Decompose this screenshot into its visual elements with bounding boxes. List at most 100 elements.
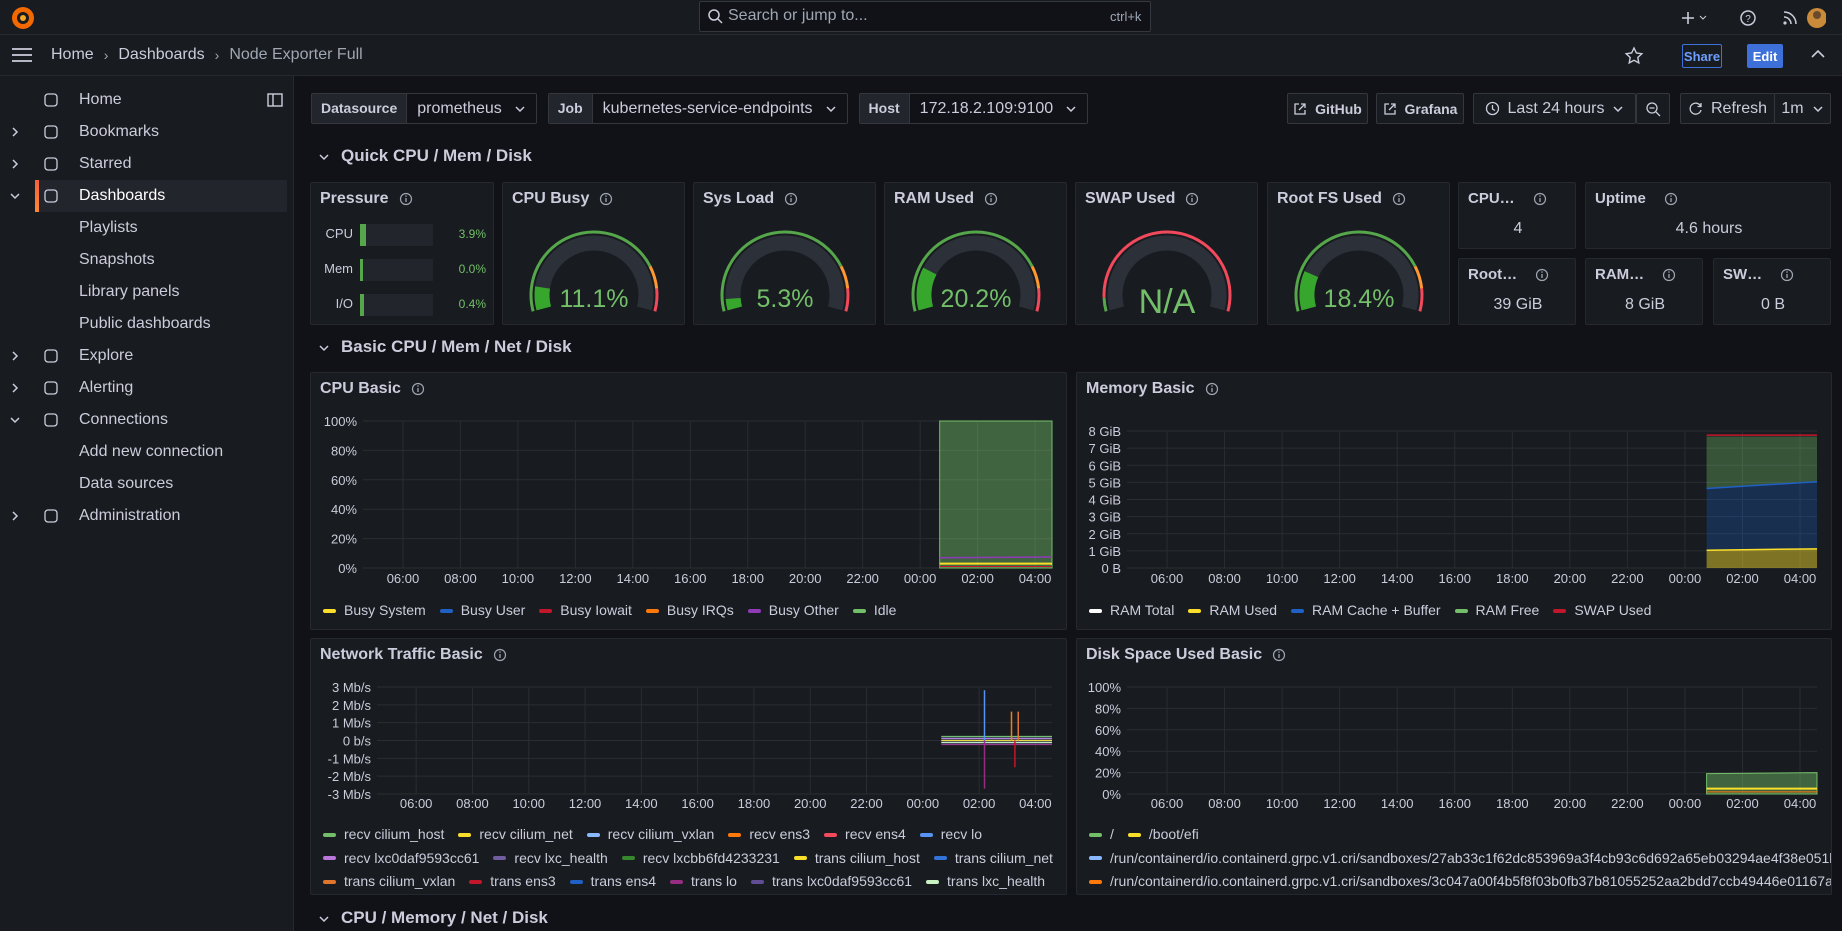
nav-item[interactable]: Starred [79, 155, 132, 172]
legend-item[interactable]: /run/containerd/io.containerd.grpc.v1.cr… [1089, 847, 1831, 871]
legend-item[interactable]: recv cilium_net [458, 823, 573, 847]
topbar-icons[interactable]: ? [1676, 7, 1826, 29]
info-icon [785, 192, 798, 206]
nav-item[interactable]: Alerting [79, 379, 134, 396]
info-ring [399, 192, 412, 206]
variable-value[interactable]: kubernetes-service-endpoints [592, 94, 847, 123]
nav-item[interactable]: Administration [79, 507, 181, 524]
legend-item[interactable]: Idle [852, 599, 896, 623]
share-button[interactable]: Share [1682, 44, 1722, 68]
legend-item[interactable]: trans lo [670, 870, 737, 894]
legend-swatch [824, 832, 838, 837]
variable-value[interactable]: prometheus [407, 94, 536, 123]
legend-item[interactable]: trans ens3 [469, 870, 556, 894]
legend-label: trans ens4 [590, 873, 657, 889]
legend-item[interactable]: Busy Other [747, 599, 839, 623]
nav-subitem[interactable]: Public dashboards [79, 315, 211, 332]
nav-item[interactable]: Bookmarks [79, 123, 160, 140]
panel-title-text: CPU Busy [512, 190, 590, 207]
legend-item[interactable]: SWAP Used [1553, 599, 1651, 623]
legend-item[interactable]: Busy Iowait [539, 599, 632, 623]
x-tick-label: 16:00 [681, 796, 714, 811]
info-icon [1205, 382, 1218, 396]
variable-value-text: prometheus [417, 99, 502, 117]
legend-label: RAM Cache + Buffer [1312, 602, 1441, 618]
legend-item[interactable]: /run/containerd/io.containerd.grpc.v1.cr… [1089, 870, 1831, 894]
variable-value[interactable]: 172.18.2.109:9100 [909, 94, 1088, 123]
legend-item[interactable]: recv cilium_vxlan [586, 823, 714, 847]
panel-title-text: RAM… [1595, 266, 1645, 283]
legend-item[interactable]: RAM Cache + Buffer [1291, 599, 1441, 623]
info-dot [498, 651, 501, 653]
legend-item[interactable]: Busy IRQs [645, 599, 734, 623]
breadcrumb[interactable]: Home [51, 46, 94, 63]
legend-item[interactable]: Busy User [439, 599, 525, 623]
nav-subitem[interactable]: Data sources [79, 475, 174, 492]
edit-button[interactable]: Edit [1747, 44, 1783, 68]
gauge-track [534, 235, 654, 311]
info-dot [1398, 195, 1400, 197]
legend-item[interactable]: trans lxc0daf9593cc61 [750, 870, 912, 894]
nav-subitem[interactable]: Playlists [79, 219, 138, 236]
legend-item[interactable]: / [1089, 823, 1114, 847]
legend-swatch [323, 879, 336, 884]
x-tick-label: 18:00 [731, 571, 764, 586]
nav-item[interactable]: Connections [79, 411, 168, 428]
legend-item[interactable]: recv lxc0daf9593cc61 [323, 847, 479, 871]
nav-item[interactable]: Explore [79, 347, 134, 364]
zoom-out[interactable] [1636, 93, 1670, 124]
legend-swatch [747, 608, 761, 613]
panel-title: Root… [1468, 266, 1549, 283]
grafana-logo[interactable] [10, 5, 36, 31]
menu-toggle[interactable] [11, 47, 33, 63]
legend-item[interactable]: /boot/efi [1127, 823, 1199, 847]
legend-item[interactable]: trans cilium_host [793, 847, 920, 871]
legend-swatch [323, 608, 336, 613]
legend-item[interactable]: Busy System [323, 599, 426, 623]
legend-item[interactable]: recv cilium_host [323, 823, 444, 847]
panel-title: Network Traffic Basic [320, 646, 507, 664]
stat-value: 0 B [1760, 296, 1785, 313]
x-tick-label: 00:00 [907, 796, 940, 811]
collapse-button[interactable] [1810, 48, 1826, 60]
legend-item[interactable]: trans lxc_health [926, 870, 1045, 894]
legend-item[interactable]: RAM Used [1188, 599, 1277, 623]
zoom [1646, 101, 1658, 114]
legend-item[interactable]: RAM Total [1089, 599, 1174, 623]
legend-swatch [1291, 608, 1305, 613]
legend-item[interactable]: trans ens4 [569, 870, 657, 894]
legend-item[interactable]: recv ens3 [728, 823, 810, 847]
refresh-button[interactable]: Refresh [1680, 93, 1775, 124]
x-tick-label: 04:00 [1019, 796, 1052, 811]
row-title[interactable]: CPU / Memory / Net / Disk [341, 908, 548, 927]
legend-item[interactable]: recv lo [919, 823, 982, 847]
legend-item[interactable]: recv ens4 [824, 823, 906, 847]
info-icon [411, 382, 425, 396]
refresh-interval[interactable]: 1m [1774, 93, 1831, 124]
y-tick-label: 3 Mb/s [332, 680, 372, 695]
row-title[interactable]: Basic CPU / Mem / Net / Disk [341, 337, 572, 356]
legend-item[interactable]: RAM Free [1454, 599, 1539, 623]
legend-item[interactable]: trans cilium_net [933, 847, 1053, 871]
nav-subitem[interactable]: Snapshots [79, 251, 155, 268]
time-picker[interactable]: Last 24 hours [1473, 93, 1636, 124]
info-dot [404, 195, 407, 197]
chevron-path [10, 417, 20, 424]
nav-subitem[interactable]: Library panels [79, 283, 180, 300]
link-button[interactable]: GitHub [1287, 93, 1368, 124]
dock-button[interactable] [267, 92, 283, 108]
breadcrumb[interactable]: Dashboards [118, 46, 205, 63]
legend-item[interactable]: recv lxc_health [493, 847, 608, 871]
star-button[interactable] [1624, 46, 1644, 66]
nav-subitem[interactable]: Add new connection [79, 443, 224, 460]
nav-item[interactable]: Dashboards [79, 187, 166, 204]
gauge-threshold [1035, 288, 1041, 312]
legend-item[interactable]: recv lxcbb6fd4233231 [621, 847, 780, 871]
nav-item[interactable]: Home [79, 91, 122, 108]
y-tick-label: 5 GiB [1088, 475, 1121, 490]
info-ring [1272, 648, 1286, 662]
legend-item[interactable]: trans cilium_vxlan [323, 870, 455, 894]
row-title[interactable]: Quick CPU / Mem / Disk [341, 146, 532, 165]
search-box[interactable] [699, 1, 1151, 32]
link-button[interactable]: Grafana [1376, 93, 1464, 124]
